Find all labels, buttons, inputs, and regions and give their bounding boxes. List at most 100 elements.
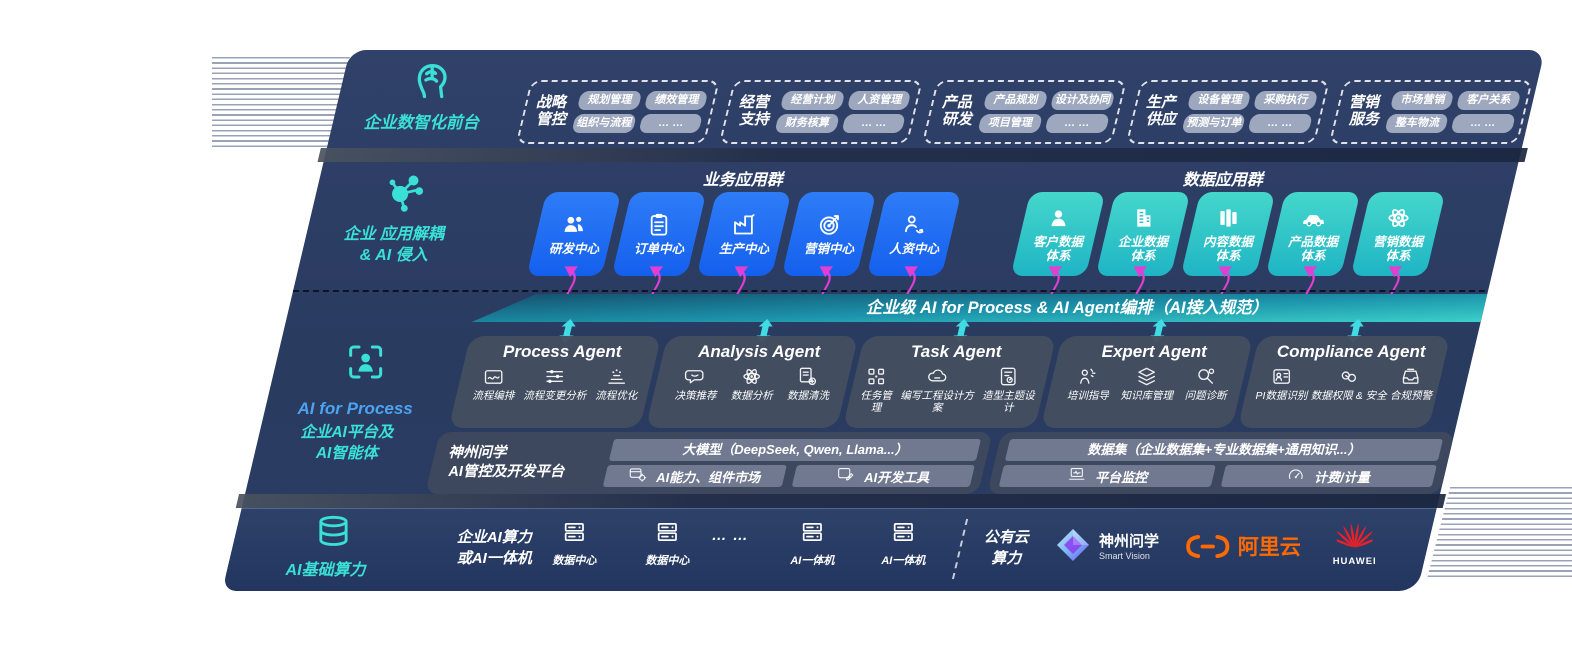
ai-layer-side: AI for Process 企业AI平台及 AI智能体: [258, 342, 455, 465]
permission-link-icon: [1341, 371, 1356, 382]
ai-layer-label-line1: 企业AI平台及: [300, 424, 394, 441]
platform-monitor-cell[interactable]: 平台监控: [998, 465, 1216, 487]
agent-title: Process Agent: [503, 342, 622, 361]
chip: 整车物流: [1384, 114, 1450, 133]
smartvision-logo: 神州问学 Smart Vision: [1055, 527, 1159, 563]
app-box-label: 研发中心: [548, 242, 600, 257]
agent-item-label: 培训指导: [1066, 390, 1109, 402]
data-box-label: 客户数据: [1032, 234, 1084, 249]
orchestration-band: 企业级 AI for Process & AI Agent编排（AI接入规范）: [472, 294, 1488, 322]
smartvision-sub: Smart Vision: [1098, 550, 1150, 561]
platform-brand-line1: 神州问学: [448, 445, 507, 462]
cloud-design-icon: [928, 369, 947, 382]
group-name: 营销: [1348, 94, 1379, 112]
public-cloud-line2: 算力: [991, 550, 1022, 567]
agent-title: Expert Agent: [1101, 342, 1207, 361]
app-box-hr-center[interactable]: 人资中心: [866, 192, 962, 276]
data-box-marketing[interactable]: 营销数据 体系: [1350, 192, 1446, 276]
cell-label: 平台监控: [1095, 469, 1148, 485]
chip: 预测与订单: [1180, 114, 1247, 133]
platform-right-panel: 数据集（企业数据集+专业数据集+通用知识...） 平台监控 计费/计量: [987, 432, 1455, 494]
dataset-bar[interactable]: 数据集（企业数据集+专业数据集+通用知识...）: [1004, 439, 1444, 461]
chip: 采购执行: [1253, 91, 1319, 110]
team-icon: [564, 217, 584, 233]
agent-title: Compliance Agent: [1276, 342, 1426, 361]
server-icon: [657, 523, 677, 541]
ellipsis-nodes: … …: [711, 527, 749, 544]
car-icon: [1302, 214, 1324, 227]
chip: … …: [637, 114, 704, 133]
ai-capability-market-cell[interactable]: AI能力、组件市场: [602, 465, 787, 487]
app-box-label: 人资中心: [888, 242, 940, 257]
workflow-chart-icon: [484, 370, 503, 384]
chip: 客户关系: [1456, 91, 1522, 110]
platform-brand-line2: AI管控及开发平台: [448, 464, 565, 480]
database-icon: [253, 513, 413, 556]
data-box-enterprise[interactable]: 企业数据 体系: [1095, 192, 1191, 276]
data-box-product[interactable]: 产品数据 体系: [1265, 192, 1361, 276]
node-label: 数据中心: [552, 555, 597, 567]
chip: 经营计划: [780, 91, 846, 110]
platform-left-panel: 神州问学 AI管控及开发平台 大模型（DeepSeek, Qwen, Llama…: [425, 432, 993, 494]
agent-row: Process Agent 流程编排 流程变更分析 流程优化 Analysis …: [448, 336, 1451, 428]
agent-analysis[interactable]: Analysis Agent 决策推荐 数据分析 数据清洗: [645, 336, 859, 428]
agent-item-label: 合规预警: [1389, 390, 1432, 402]
server-icon: [802, 523, 822, 541]
chip: 组织与流程: [571, 114, 637, 133]
data-clean-icon: [800, 367, 817, 386]
front-group-strategy: 战略 管控 规划管理 绩效管理 组织与流程 … …: [515, 80, 721, 144]
app-box-order-center[interactable]: 订单中心: [611, 192, 707, 276]
alert-inbox-icon: [1402, 368, 1419, 384]
dev-tools-icon: [837, 465, 856, 487]
ai-appliance-node: AI一体机: [863, 519, 943, 568]
ai-dev-tools-cell[interactable]: AI开发工具: [791, 465, 975, 487]
design-card-icon: [1001, 367, 1017, 386]
billing-metering-cell[interactable]: 计费/计量: [1220, 465, 1437, 487]
chip: 规划管理: [576, 91, 642, 110]
agent-item-label: PI数据识别: [1255, 390, 1308, 402]
infra-divider: [951, 519, 969, 579]
datacenter-node: 数据中心: [534, 519, 614, 568]
group-name: 生产: [1145, 94, 1176, 112]
app-layer-label-line1: 企业 应用解耦: [343, 226, 444, 243]
customer-icon: [1050, 210, 1066, 226]
chip: … …: [1044, 114, 1110, 133]
front-groups: 战略 管控 规划管理 绩效管理 组织与流程 … … 经营 支持 经营计划 人资管理 …: [515, 80, 1533, 144]
app-box-label: 营销中心: [803, 242, 855, 257]
content-columns-icon: [1219, 208, 1237, 227]
aliyun-logo: 阿里云: [1185, 531, 1301, 561]
agent-item-label: 数据分析: [730, 390, 773, 402]
agent-expert[interactable]: Expert Agent 培训指导 知识库管理 问题诊断: [1040, 336, 1254, 428]
chip: 产品规划: [983, 91, 1049, 110]
data-box-content[interactable]: 内容数据 体系: [1180, 192, 1276, 276]
agent-item-label: 编写工程设计方案: [900, 390, 975, 415]
agent-item-label: 数据权限 & 安全: [1310, 390, 1387, 402]
agent-compliance[interactable]: Compliance Agent PI数据识别 数据权限 & 安全 合规预警: [1237, 336, 1451, 428]
decor-stripes-top-left: [212, 57, 350, 149]
infra-side: AI基础算力: [243, 513, 419, 580]
hr-people-icon: [905, 215, 924, 234]
chip: 设备管理: [1186, 91, 1252, 110]
chip: 市场营销: [1389, 91, 1455, 110]
agent-task[interactable]: Task Agent 任务管理 编写工程设计方案 造型主题设计: [843, 336, 1057, 428]
agent-item-label: 流程编排: [472, 390, 515, 402]
app-layer-side: 企业 应用解耦 & AI 侵入: [305, 168, 496, 267]
node-label: AI一体机: [790, 555, 835, 567]
app-box-marketing-center[interactable]: 营销中心: [781, 192, 877, 276]
orchestration-band-label: 企业级 AI for Process & AI Agent编排（AI接入规范）: [865, 299, 1269, 317]
infra-layer: AI基础算力 企业AI算力 或AI一体机 数据中心 数据中心 … … AI一体机: [222, 508, 1437, 591]
app-box-production-center[interactable]: 生产中心: [696, 192, 792, 276]
factory-icon: [734, 214, 755, 235]
infra-label: AI基础算力: [285, 562, 366, 579]
app-box-rd-center[interactable]: 研发中心: [526, 192, 622, 276]
agent-title: Analysis Agent: [698, 342, 821, 361]
app-box-label: 订单中心: [633, 242, 685, 257]
data-box-customer[interactable]: 客户数据 体系: [1010, 192, 1106, 276]
smartvision-name: 神州问学: [1098, 532, 1160, 550]
cell-label: 计费/计量: [1314, 469, 1371, 485]
model-bar[interactable]: 大模型（DeepSeek, Qwen, Llama...）: [608, 439, 982, 461]
data-box-label: 产品数据: [1287, 234, 1339, 249]
agent-item-label: 任务管理: [860, 390, 893, 415]
datacenter-node: 数据中心: [627, 519, 707, 568]
agent-process[interactable]: Process Agent 流程编排 流程变更分析 流程优化: [448, 336, 662, 428]
